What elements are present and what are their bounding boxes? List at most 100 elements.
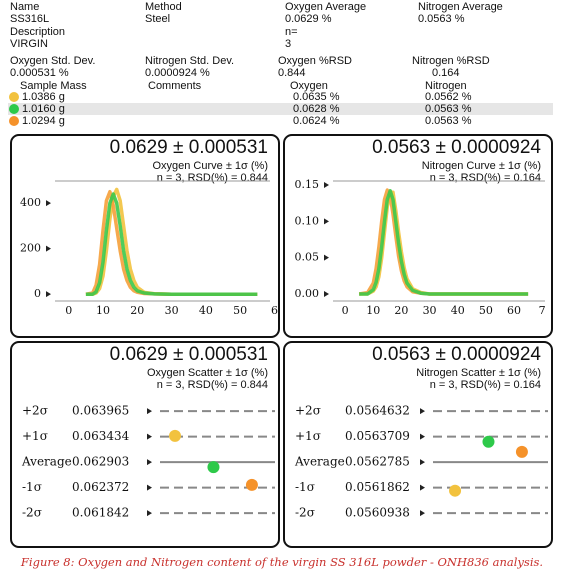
panel: 0.0629 ± 0.000531 Oxygen Curve ± 1σ (%)n … bbox=[10, 134, 280, 338]
x-tick-label: 0 bbox=[65, 304, 72, 317]
x-tick-label: 0 bbox=[342, 304, 349, 317]
header-cell: Nitrogen Std. Dev. bbox=[145, 55, 234, 67]
x-tick-label: 60 bbox=[507, 304, 521, 317]
header-cell: Method bbox=[145, 1, 182, 13]
y-tick-label: 0.0564632 bbox=[345, 404, 410, 418]
sample-oxygen: 0.0624 % bbox=[293, 115, 340, 127]
level-label: +2σ bbox=[22, 404, 48, 418]
panel-note: n = 3, RSD(%) = 0.164 bbox=[430, 172, 541, 184]
panel-subtitle: Nitrogen Scatter ± 1σ (%) bbox=[416, 367, 541, 379]
x-tick-label: 40 bbox=[199, 304, 213, 317]
sample-oxygen: 0.0635 % bbox=[293, 91, 340, 103]
point bbox=[169, 429, 181, 442]
tick-mark bbox=[147, 484, 152, 491]
point bbox=[449, 484, 462, 497]
level-label: -2σ bbox=[22, 506, 42, 520]
tick-mark bbox=[324, 181, 329, 188]
panel: 0.0563 ± 0.0000924 Nitrogen Curve ± 1σ (%… bbox=[283, 134, 553, 338]
panel-border bbox=[10, 341, 280, 548]
y-tick-label: 0 bbox=[34, 287, 41, 300]
tick-mark bbox=[324, 254, 329, 261]
header-cell: SS316L bbox=[10, 13, 49, 25]
sample-nitrogen: 0.0563 % bbox=[425, 103, 472, 115]
header-cell: Description bbox=[10, 26, 65, 38]
tick-mark bbox=[324, 218, 329, 225]
panel-border bbox=[283, 134, 553, 338]
x-tick-label: 6 bbox=[271, 304, 278, 317]
header-cell: Oxygen Average bbox=[285, 1, 366, 13]
point bbox=[515, 445, 528, 458]
sample-dot bbox=[9, 116, 19, 126]
header-cell: Comments bbox=[148, 80, 202, 92]
header-cell: Nitrogen %RSD bbox=[412, 55, 490, 67]
tick-mark bbox=[147, 433, 152, 440]
point bbox=[207, 461, 220, 474]
y-tick-label: 400 bbox=[20, 196, 41, 209]
header-cell: 0.000531 % bbox=[10, 67, 69, 79]
header-cell: Nitrogen Average bbox=[418, 1, 503, 13]
x-tick-label: 20 bbox=[394, 304, 408, 317]
header-cell: 0.0563 % bbox=[418, 13, 465, 25]
panel-subtitle: Oxygen Curve ± 1σ (%) bbox=[152, 160, 268, 172]
x-tick-label: 10 bbox=[96, 304, 110, 317]
sample-nitrogen: 0.0562 % bbox=[425, 91, 472, 103]
tick-mark bbox=[147, 459, 152, 466]
tick-mark bbox=[46, 291, 51, 298]
header-cell: 0.164 bbox=[432, 67, 460, 79]
header-cell: 0.844 bbox=[278, 67, 306, 79]
x-tick-label: 30 bbox=[165, 304, 179, 317]
y-tick-label: 0.05 bbox=[295, 251, 320, 264]
panel-border bbox=[283, 341, 553, 548]
header-cell: n= bbox=[285, 26, 298, 38]
panel-border bbox=[10, 134, 280, 338]
level-label: Average bbox=[21, 455, 72, 469]
sample-mass: 1.0386 g bbox=[22, 91, 65, 103]
tick-mark bbox=[324, 291, 329, 298]
x-tick-label: 50 bbox=[479, 304, 493, 317]
tick-mark bbox=[420, 408, 425, 415]
y-tick-label: 0.0562785 bbox=[345, 455, 410, 469]
y-tick-label: 0.0561862 bbox=[345, 480, 410, 494]
y-tick-label: 0.00 bbox=[295, 287, 320, 300]
level-label: -1σ bbox=[295, 480, 315, 494]
panel-note: n = 3, RSD(%) = 0.844 bbox=[157, 172, 268, 184]
sample-oxygen: 0.0628 % bbox=[293, 103, 340, 115]
y-tick-label: 0.063965 bbox=[72, 404, 129, 418]
x-tick-label: 50 bbox=[233, 304, 247, 317]
tick-mark bbox=[420, 459, 425, 466]
header-cell: Nitrogen bbox=[425, 80, 467, 92]
y-tick-label: 0.063434 bbox=[72, 429, 130, 443]
panel-title: 0.0563 ± 0.0000924 bbox=[372, 344, 541, 365]
tick-mark bbox=[46, 200, 51, 207]
level-label: +1σ bbox=[295, 429, 321, 443]
level-label: Average bbox=[294, 455, 345, 469]
x-tick-label: 20 bbox=[130, 304, 144, 317]
y-tick-label: 200 bbox=[20, 242, 41, 255]
point bbox=[245, 478, 258, 491]
level-label: +2σ bbox=[295, 404, 321, 418]
header-cell: 0.0629 % bbox=[285, 13, 332, 25]
caption: Figure 8: Oxygen and Nitrogen content of… bbox=[20, 555, 543, 569]
panel-subtitle: Oxygen Scatter ± 1σ (%) bbox=[147, 367, 268, 379]
x-tick-label: 30 bbox=[423, 304, 437, 317]
tick-mark bbox=[147, 408, 152, 415]
panel-note: n = 3, RSD(%) = 0.164 bbox=[430, 379, 541, 391]
panel-title: 0.0629 ± 0.000531 bbox=[110, 137, 268, 158]
header-cell: Sample Mass bbox=[20, 80, 87, 92]
level-label: -2σ bbox=[295, 506, 315, 520]
tick-mark bbox=[420, 484, 425, 491]
tick-mark bbox=[420, 433, 425, 440]
sample-dot bbox=[9, 92, 19, 102]
header-cell: Name bbox=[10, 1, 39, 13]
sample-mass: 1.0294 g bbox=[22, 115, 65, 127]
level-label: +1σ bbox=[22, 429, 48, 443]
sample-nitrogen: 0.0563 % bbox=[425, 115, 472, 127]
x-tick-label: 7 bbox=[539, 304, 546, 317]
x-tick-label: 10 bbox=[366, 304, 380, 317]
header-cell: VIRGIN bbox=[10, 38, 48, 50]
header-cell: 0.0000924 % bbox=[145, 67, 210, 79]
y-tick-label: 0.062903 bbox=[72, 455, 129, 469]
y-tick-label: 0.0560938 bbox=[345, 506, 410, 520]
header-cell: Oxygen bbox=[290, 80, 328, 92]
